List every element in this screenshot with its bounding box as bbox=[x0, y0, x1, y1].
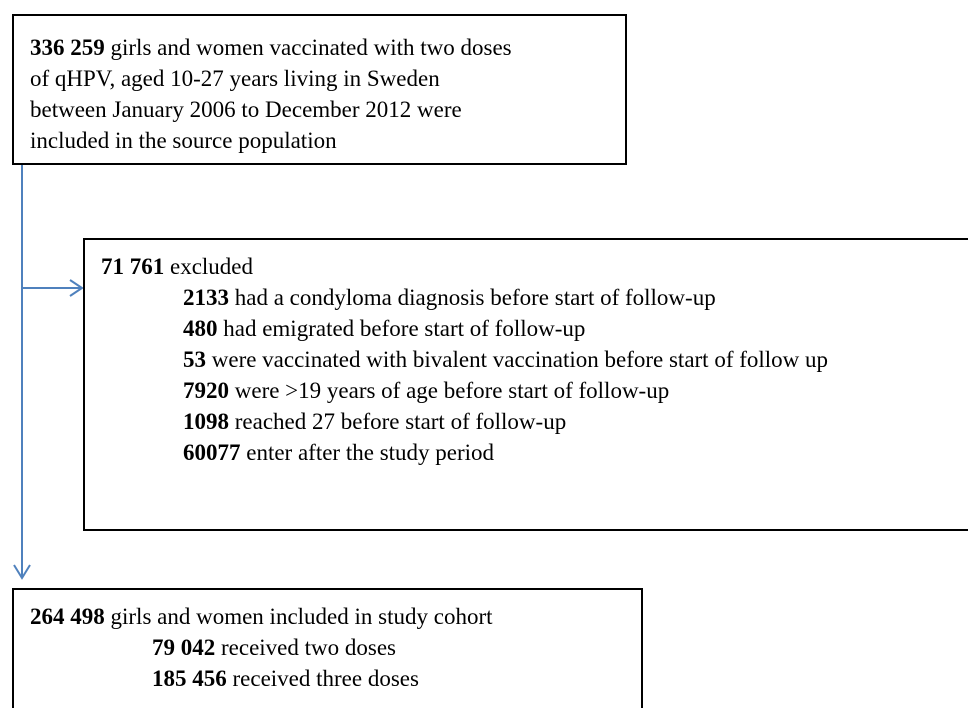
list-item: 1098 reached 27 before start of follow-u… bbox=[183, 406, 566, 437]
cohort-header: 264 498 girls and women included in stud… bbox=[30, 601, 493, 632]
list-item: 60077 enter after the study period bbox=[183, 437, 494, 468]
source-line: between January 2006 to December 2012 we… bbox=[30, 97, 462, 122]
list-item: 480 had emigrated before start of follow… bbox=[183, 313, 585, 344]
list-item: 7920 were >19 years of age before start … bbox=[183, 375, 669, 406]
text: were vaccinated with bivalent vaccinatio… bbox=[211, 347, 829, 372]
arrowhead bbox=[69, 279, 84, 297]
count: 185 456 bbox=[152, 666, 227, 691]
cohort-box: 264 498 girls and women included in stud… bbox=[12, 588, 643, 708]
count: 264 498 bbox=[30, 604, 105, 629]
page: 336 259 girls and women vaccinated with … bbox=[12, 14, 968, 708]
count: 1098 bbox=[183, 409, 229, 434]
text: enter after the study period bbox=[246, 440, 495, 465]
text: girls and women included in study cohort bbox=[110, 604, 493, 629]
connectors bbox=[13, 164, 84, 580]
list-item: 2133 had a condyloma diagnosis before st… bbox=[183, 282, 716, 313]
text: excluded bbox=[170, 254, 254, 279]
text: received three doses bbox=[232, 666, 419, 691]
source-line: of qHPV, aged 10-27 years living in Swed… bbox=[30, 66, 440, 91]
source-box: 336 259 girls and women vaccinated with … bbox=[12, 14, 627, 165]
list-item: 79 042 received two doses bbox=[152, 632, 396, 663]
text: received two doses bbox=[221, 635, 396, 660]
source-line: included in the source population bbox=[30, 128, 337, 153]
count: 60077 bbox=[183, 440, 241, 465]
count: 7920 bbox=[183, 378, 229, 403]
count: 2133 bbox=[183, 285, 229, 310]
arrowhead bbox=[13, 564, 31, 580]
count: 480 bbox=[183, 316, 218, 341]
list-item: 185 456 received three doses bbox=[152, 663, 419, 694]
excluded-header: 71 761 excluded bbox=[101, 251, 253, 282]
text: reached 27 before start of follow-up bbox=[234, 409, 567, 434]
list-item: 53 were vaccinated with bivalent vaccina… bbox=[183, 344, 828, 375]
count: 336 259 bbox=[30, 35, 105, 60]
source-line: 336 259 girls and women vaccinated with … bbox=[30, 32, 512, 63]
text: girls and women vaccinated with two dose… bbox=[110, 35, 512, 60]
count: 71 761 bbox=[101, 254, 165, 279]
text: had emigrated before start of follow-up bbox=[223, 316, 586, 341]
text: had a condyloma diagnosis before start o… bbox=[234, 285, 716, 310]
count: 79 042 bbox=[152, 635, 216, 660]
excluded-box: 71 761 excluded 2133 had a condyloma dia… bbox=[83, 238, 968, 531]
text: were >19 years of age before start of fo… bbox=[234, 378, 670, 403]
count: 53 bbox=[183, 347, 206, 372]
arrows bbox=[13, 164, 84, 580]
